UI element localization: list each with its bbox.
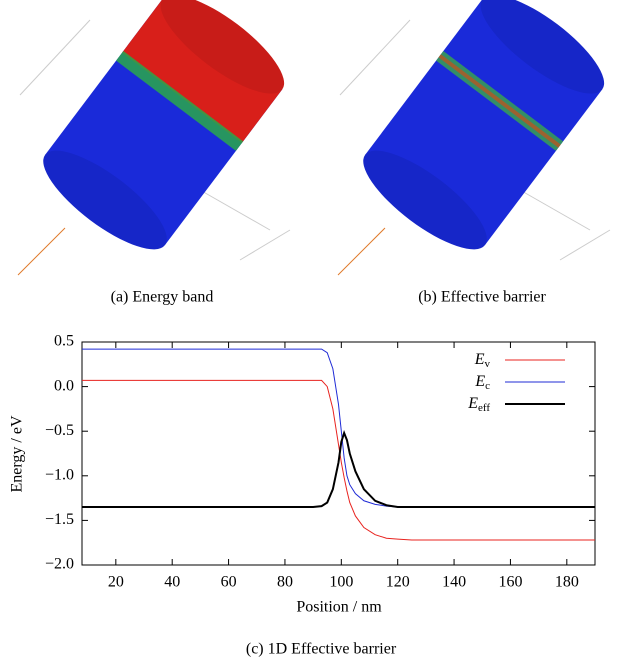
axis-line <box>199 189 271 231</box>
y-tick-label: −2.0 <box>45 556 74 573</box>
y-tick-label: 0.0 <box>54 377 74 394</box>
caption: (c) 1D Effective barrier <box>246 641 397 658</box>
y-tick-label: −1.5 <box>45 511 74 528</box>
legend-label-sub: v <box>485 358 491 370</box>
legend-label: Eeff <box>467 395 490 414</box>
axis-line <box>19 19 91 96</box>
x-tick-label: 100 <box>329 574 353 591</box>
series-line <box>82 429 595 509</box>
axis-line <box>337 227 386 276</box>
axis-line <box>559 229 611 261</box>
series-line <box>82 348 595 508</box>
y-tick-label: −1.0 <box>45 466 74 483</box>
axis-line <box>339 19 411 96</box>
y-tick-label: −0.5 <box>45 422 74 439</box>
x-tick-label: 120 <box>386 574 410 591</box>
x-axis-title: Position / nm <box>296 599 382 616</box>
legend-label-sub: c <box>485 380 490 392</box>
legend-label-main: E <box>467 395 478 412</box>
y-axis-title: Energy / eV <box>9 415 26 492</box>
plot-frame <box>81 341 596 566</box>
axis-line <box>519 189 591 231</box>
x-tick-label: 140 <box>442 574 466 591</box>
legend-label: Ec <box>474 373 490 392</box>
series-line <box>82 379 595 541</box>
x-tick-label: 160 <box>498 574 522 591</box>
caption: (a) Energy band <box>111 289 214 306</box>
axis-line <box>17 227 66 276</box>
render-b <box>337 0 611 276</box>
legend-label-main: E <box>474 351 485 368</box>
x-tick-label: 40 <box>164 574 180 591</box>
axis-line <box>239 229 291 261</box>
x-tick-label: 20 <box>108 574 124 591</box>
y-tick-label: 0.5 <box>54 333 74 350</box>
render-a <box>17 0 291 276</box>
x-tick-label: 60 <box>221 574 237 591</box>
x-tick-label: 80 <box>277 574 293 591</box>
x-tick-label: 180 <box>555 574 579 591</box>
caption: (b) Effective barrier <box>418 289 546 306</box>
legend-label-sub: eff <box>478 402 490 414</box>
legend-label: Ev <box>474 351 491 370</box>
legend-label-main: E <box>474 373 485 390</box>
